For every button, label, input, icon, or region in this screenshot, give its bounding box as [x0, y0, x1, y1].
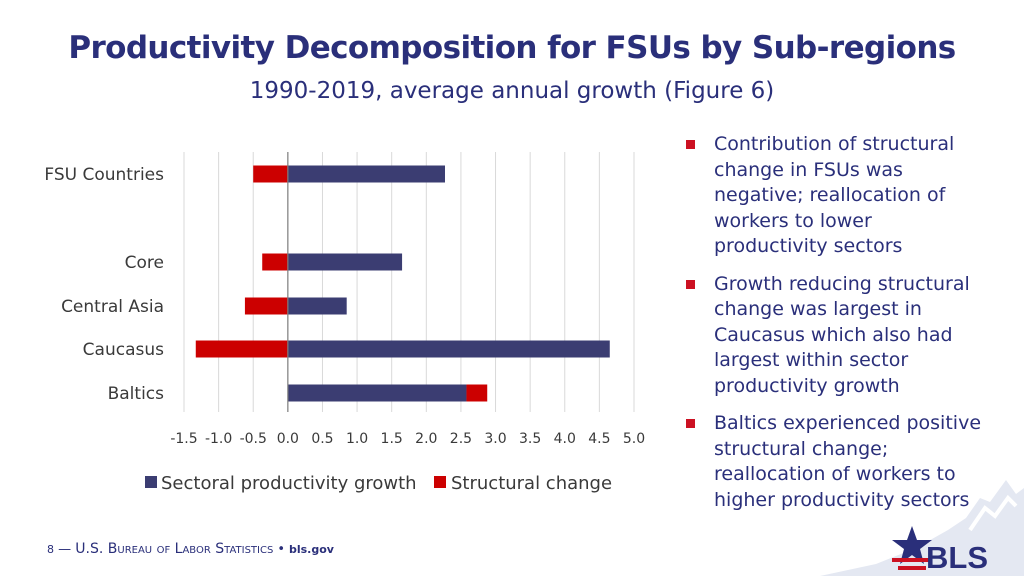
structural-change-bar — [262, 253, 288, 271]
bullet-item: Baltics experienced positive structural … — [686, 411, 986, 513]
logo-text: BLS — [926, 540, 988, 575]
x-tick-label: -1.0 — [205, 431, 232, 447]
slide-title: Productivity Decomposition for FSUs by S… — [68, 30, 956, 66]
slide-subtitle: 1990-2019, average annual growth (Figure… — [0, 78, 1024, 104]
structural-change-bar — [244, 297, 288, 315]
x-tick-label: 3.0 — [484, 431, 506, 447]
page-number: 8 — [47, 543, 54, 556]
category-label: FSU Countries — [44, 165, 164, 185]
bullet-text: Growth reducing structural change was la… — [714, 272, 970, 397]
x-tick-label: 1.5 — [381, 431, 403, 447]
structural-change-bar — [195, 340, 288, 358]
slide-subtitle-text: 1990-2019, average annual growth (Figure… — [249, 78, 775, 104]
x-tick-label: 4.5 — [588, 431, 610, 447]
sectoral-growth-bar — [287, 253, 403, 271]
structural-change-bar — [253, 165, 288, 183]
logo-wave-icon — [820, 480, 1024, 576]
category-label: Core — [125, 253, 164, 273]
category-label: Baltics — [108, 384, 165, 404]
x-tick-label: 1.0 — [346, 431, 368, 447]
footer: 8 — U.S. Bureau of Labor Statistics • bls.… — [47, 541, 334, 557]
legend-label: Structural change — [451, 473, 612, 494]
bullet-square-icon — [686, 140, 695, 149]
footer-dash: — — [58, 542, 72, 557]
x-tick-label: 0.0 — [277, 431, 299, 447]
bullet-square-icon — [686, 279, 695, 289]
sectoral-growth-bar — [287, 165, 445, 183]
bullet-item: Contribution of structural change in FSU… — [686, 132, 986, 260]
x-tick-label: 2.0 — [415, 431, 437, 447]
chart-bars — [195, 165, 610, 402]
x-tick-label: 2.5 — [450, 431, 472, 447]
bullet-item: Growth reducing structural change was la… — [686, 272, 986, 400]
x-tick-label: 5.0 — [623, 431, 645, 447]
chart-category-labels: FSU Countries Core Central Asia Caucasus Bal… — [44, 165, 164, 404]
chart-legend: Sectoral productivity growth Structural c… — [145, 473, 612, 494]
logo-stripe-icon — [892, 558, 932, 562]
x-tick-label: -0.5 — [240, 431, 267, 447]
logo-stripe-icon — [898, 566, 926, 570]
category-label: Central Asia — [61, 297, 164, 317]
sectoral-growth-bar — [287, 297, 347, 315]
bullet-square-icon — [686, 419, 695, 428]
structural-change-bar — [466, 384, 488, 402]
x-tick-label: 4.0 — [554, 431, 576, 447]
logo-star-icon — [892, 526, 932, 564]
sectoral-growth-bar — [287, 340, 610, 358]
chart-tick-labels: -1.5 -1.0 -0.5 0.0 0.5 1.0 1.5 2.0 2.5 3.0 3.5 4.0 4… — [170, 431, 645, 447]
x-tick-label: 3.5 — [519, 431, 541, 447]
footer-organization: U.S. Bureau of Labor Statistics — [75, 541, 274, 557]
x-tick-label: -1.5 — [170, 431, 197, 447]
legend-swatch — [145, 476, 157, 488]
bls-logo: BLS — [820, 480, 1024, 576]
legend-label: Sectoral productivity growth — [161, 473, 417, 494]
x-tick-label: 0.5 — [311, 431, 333, 447]
productivity-chart: FSU Countries Core Central Asia Caucasus Bal… — [44, 152, 645, 494]
sectoral-growth-bar — [287, 384, 467, 402]
footer-url[interactable]: bls.gov — [288, 543, 334, 556]
bullet-list: Contribution of structural change in FSU… — [686, 132, 986, 525]
logo-trend-line-icon — [968, 494, 1018, 532]
bullet-text: Contribution of structural change in FSU… — [714, 133, 955, 257]
footer-separator: • — [277, 542, 285, 557]
category-label: Caucasus — [83, 340, 164, 360]
chart-gridlines — [183, 152, 635, 412]
bullet-text: Baltics experienced positive structural … — [714, 412, 982, 511]
legend-swatch — [434, 476, 446, 488]
